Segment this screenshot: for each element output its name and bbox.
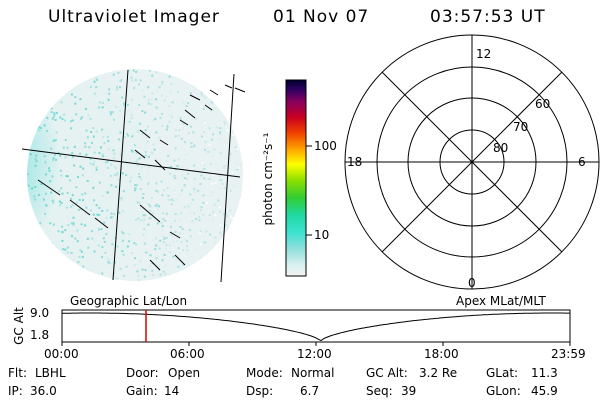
lat-label-80: 80	[493, 141, 509, 155]
ip-label: IP:	[8, 384, 23, 398]
mlt-label-6: 6	[578, 155, 586, 169]
seq-value: 39	[401, 384, 417, 398]
door-value: Open	[168, 366, 201, 380]
colorbar-tick-10: 10	[314, 228, 330, 242]
mlt-label-0: 0	[468, 276, 476, 290]
geographic-label: Geographic Lat/Lon	[70, 294, 188, 308]
gc-alt-value: 3.2 Re	[419, 366, 458, 380]
colorbar	[285, 79, 312, 277]
altitude-tick-1-8: 1.8	[30, 328, 50, 342]
glat-label: GLat:	[486, 366, 519, 380]
dsp-label: Dsp:	[246, 384, 274, 398]
gc-alt-label: GC Alt:	[366, 366, 408, 380]
mlt-label-18: 18	[347, 155, 363, 169]
time-tick-0000: 00:00	[44, 347, 79, 361]
mode-value: Normal	[291, 366, 335, 380]
mode-label: Mode:	[246, 366, 283, 380]
date-label: 01 Nov 07	[273, 7, 370, 27]
glon-label: GLon:	[486, 384, 521, 398]
gain-value: 14	[164, 384, 180, 398]
seq-label: Seq:	[366, 384, 393, 398]
gain-label: Gain:	[126, 384, 158, 398]
flt-value: LBHL	[35, 366, 66, 380]
colorbar-unit-label: photon cm⁻²s⁻¹	[261, 132, 275, 226]
geo-grid	[21, 69, 246, 283]
altitude-plot	[61, 309, 571, 346]
uv-image	[21, 69, 246, 283]
altitude-axis-label: GC Alt	[12, 307, 26, 345]
apex-label: Apex MLat/MLT	[456, 294, 546, 308]
instrument-title: Ultraviolet Imager	[48, 7, 220, 27]
time-tick-2359: 23:59	[551, 347, 586, 361]
glat-value: 11.3	[531, 366, 558, 380]
colorbar-tick-100: 100	[314, 139, 337, 153]
flt-label: Flt:	[8, 366, 27, 380]
time-tick-0600: 06:00	[170, 347, 205, 361]
time-tick-1200: 12:00	[297, 347, 332, 361]
lat-label-70: 70	[513, 120, 529, 134]
lat-label-60: 60	[535, 97, 551, 111]
altitude-tick-9: 9.0	[30, 306, 50, 320]
polar-grid	[344, 34, 600, 290]
ip-value: 36.0	[30, 384, 57, 398]
mlt-label-12: 12	[476, 47, 492, 61]
time-tick-1800: 18:00	[424, 347, 459, 361]
time-label: 03:57:53 UT	[430, 7, 546, 27]
glon-value: 45.9	[531, 384, 558, 398]
door-label: Door:	[126, 366, 159, 380]
dsp-value: 6.7	[300, 384, 320, 398]
